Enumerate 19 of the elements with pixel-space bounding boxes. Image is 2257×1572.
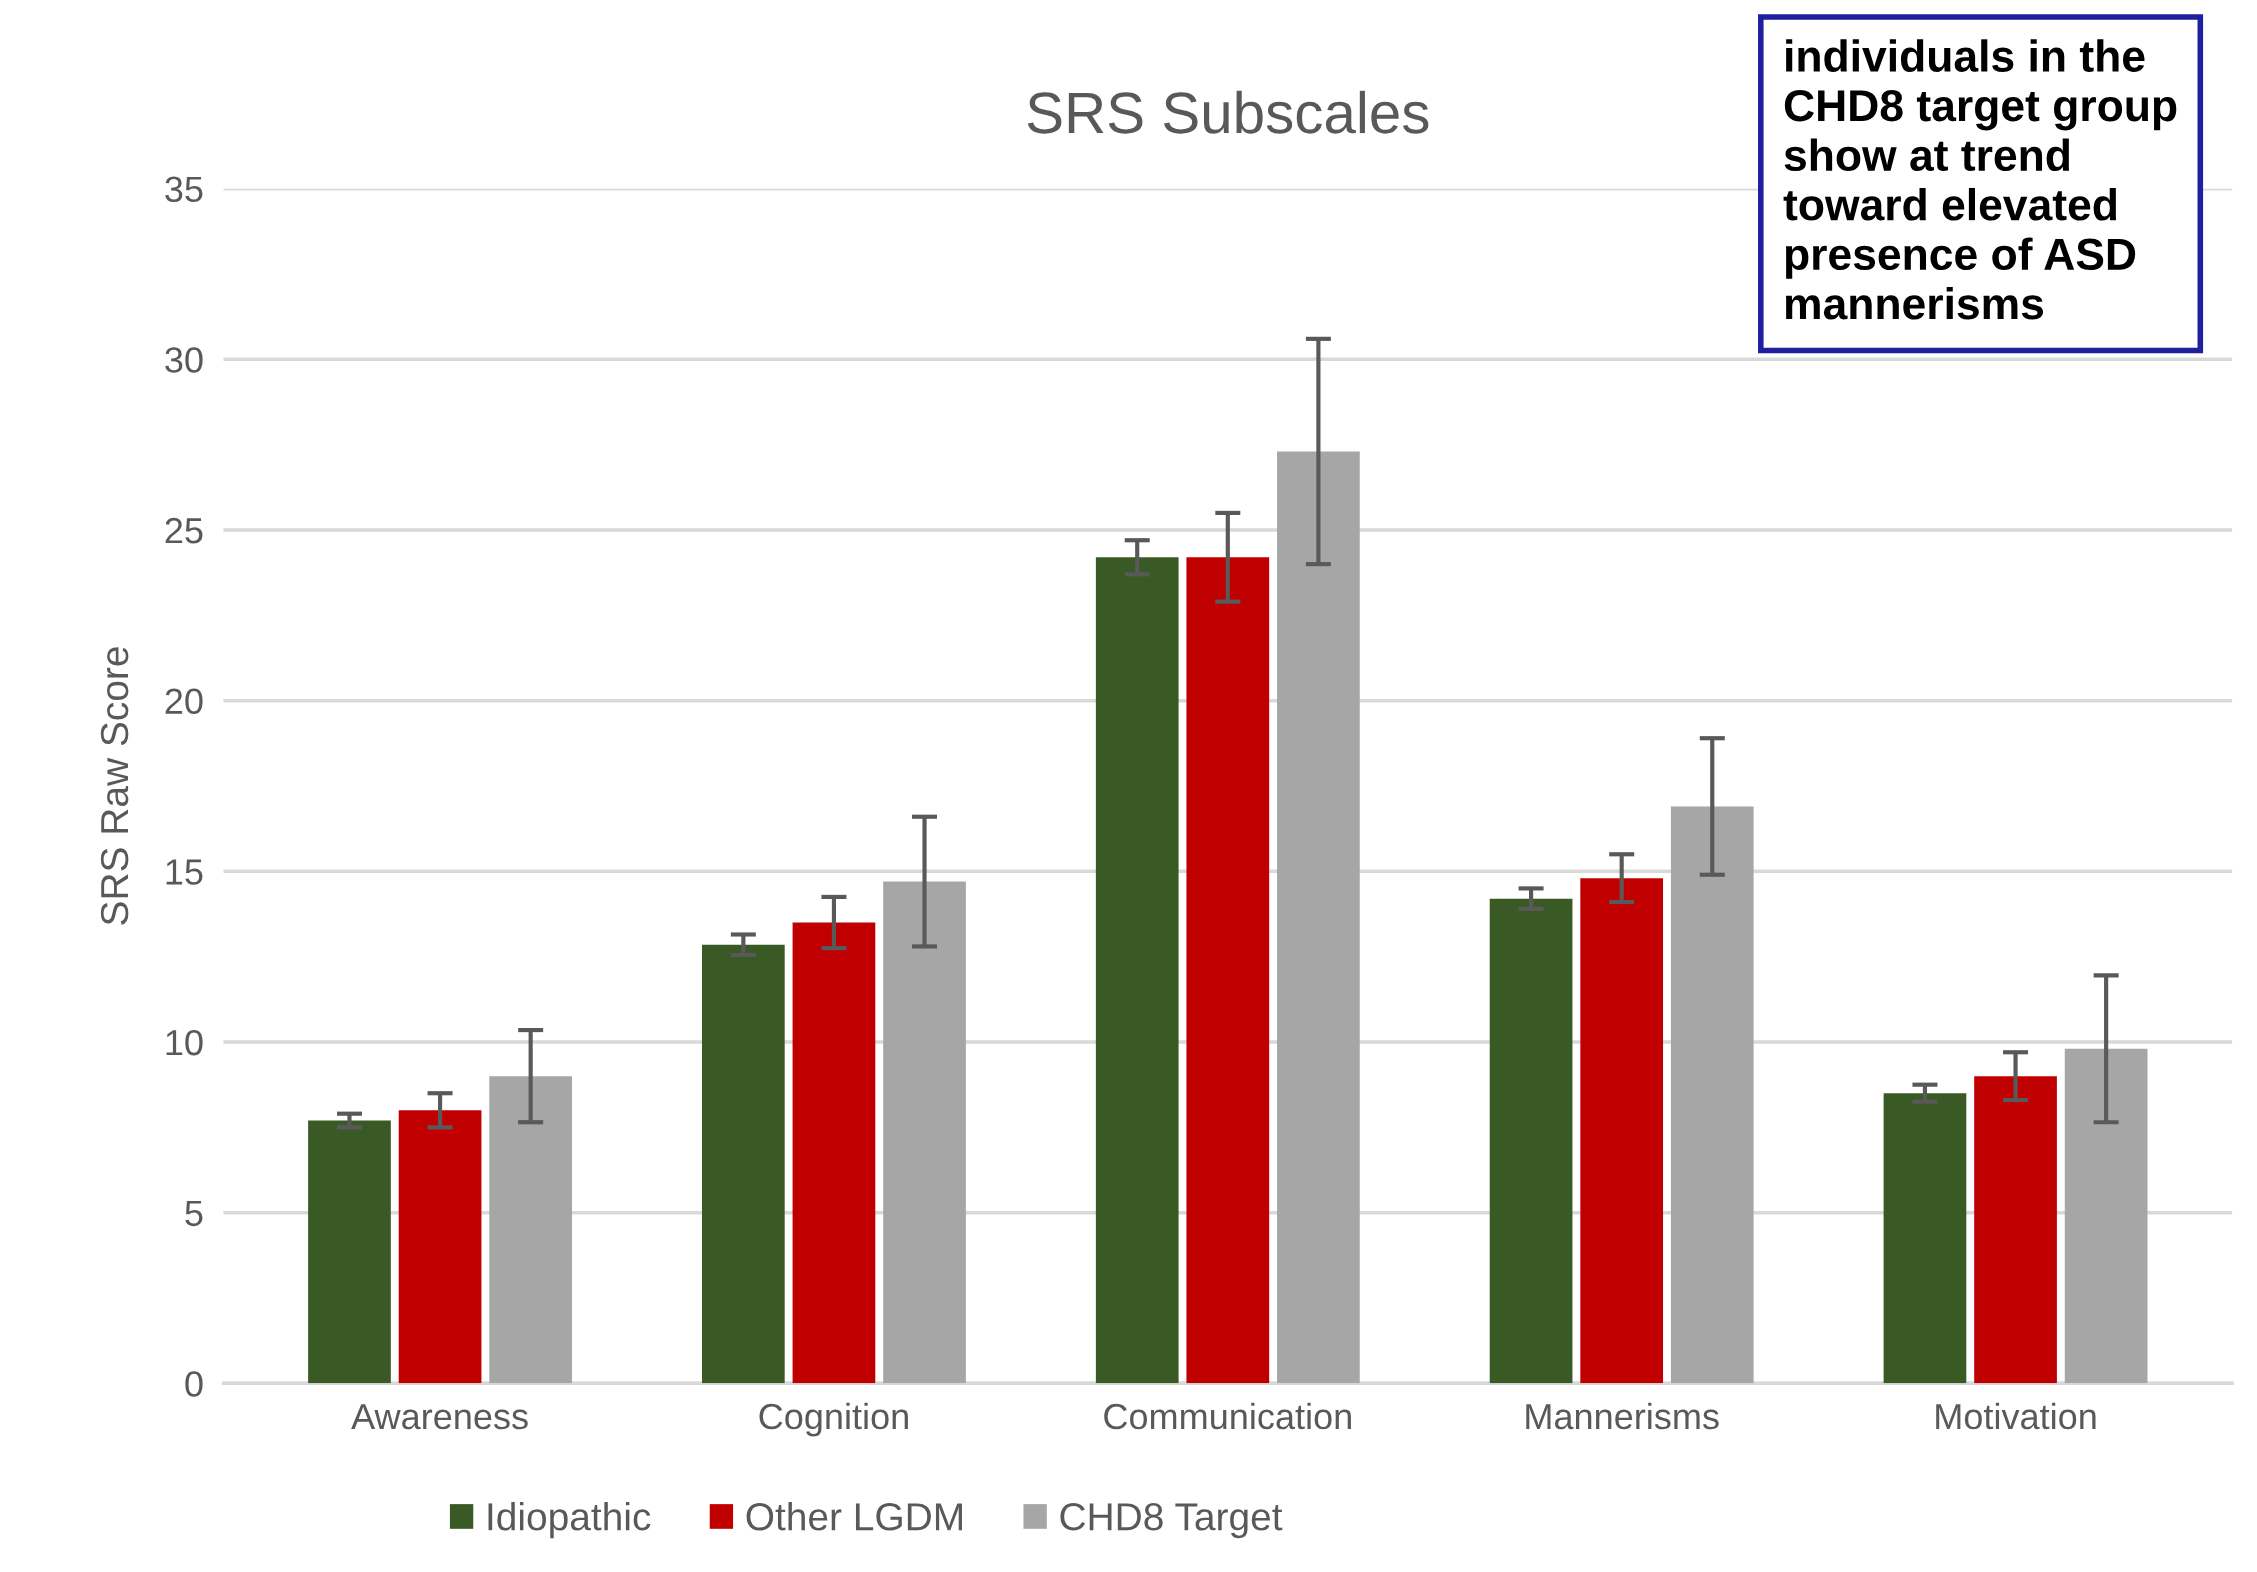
y-tick-label: 10 <box>166 1029 203 1056</box>
x-tick-label: Cognition <box>759 1402 908 1437</box>
y-tick-label: 0 <box>185 1371 203 1397</box>
y-axis-title: SRS Raw Score <box>100 647 129 925</box>
legend-label: Idiopathic <box>488 1501 651 1539</box>
x-tick-label: Motivation <box>1936 1402 2096 1430</box>
y-tick-label: 5 <box>185 1200 203 1227</box>
annotation: individuals in the CHD8 target group show at trend toward elevated presence of ASD mannerisms <box>1783 39 2177 320</box>
x-tick-label: Mannerisms <box>1526 1402 1719 1430</box>
legend-label: Other LGDM <box>746 1501 962 1531</box>
x-tick-label: Communication <box>1104 1402 1351 1430</box>
y-tick-label: 30 <box>165 347 203 373</box>
y-tick-label: 15 <box>166 859 203 885</box>
y-tick-label: 25 <box>165 517 203 544</box>
y-tick-label: 20 <box>165 688 203 715</box>
chart-title: SRS Subscales <box>1027 90 1429 134</box>
legend-label: CHD8 Target <box>1060 1503 1283 1539</box>
x-tick-label: Awareness <box>351 1404 528 1430</box>
y-tick-label: 35 <box>165 176 203 203</box>
